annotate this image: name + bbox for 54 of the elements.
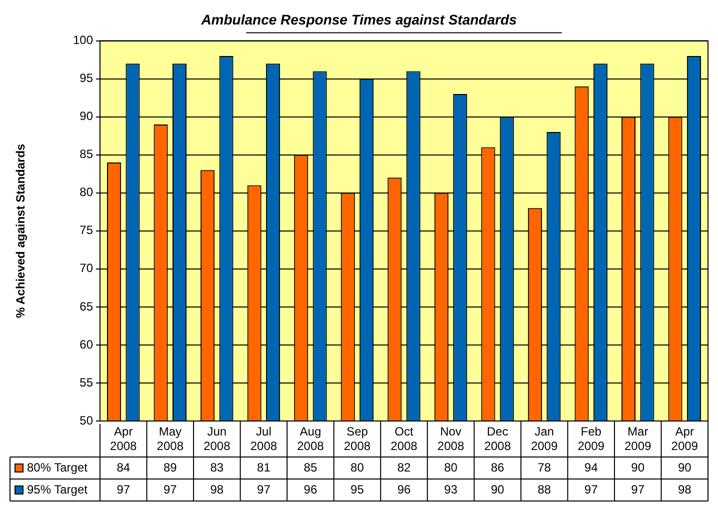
x-tick-label: Sep 2008 bbox=[344, 424, 371, 453]
data-label: 97 bbox=[257, 482, 271, 496]
x-tick-label: Apr 2008 bbox=[110, 424, 138, 453]
data-label: 89 bbox=[163, 460, 178, 474]
y-tick-label: 80 bbox=[80, 185, 94, 200]
y-axis-title: % Achieved against Standards bbox=[14, 143, 28, 318]
x-tick-label: Nov 2008 bbox=[437, 424, 464, 453]
data-label: 80 bbox=[350, 460, 364, 474]
data-label: 90 bbox=[490, 482, 505, 496]
x-tick-label: Jun 2008 bbox=[204, 424, 231, 453]
y-tick-label: 60 bbox=[80, 337, 94, 352]
legend-label: 95% Target bbox=[27, 482, 88, 496]
x-tick-label: Aug 2008 bbox=[297, 424, 324, 453]
x-tick-label: Jan 2009 bbox=[530, 424, 558, 453]
data-label: 97 bbox=[631, 482, 645, 496]
data-label: 86 bbox=[490, 460, 505, 474]
y-tick-label: 95 bbox=[80, 71, 94, 86]
data-label: 98 bbox=[678, 482, 692, 496]
data-label: 93 bbox=[444, 482, 458, 496]
data-label: 78 bbox=[538, 460, 552, 474]
data-label: 97 bbox=[116, 482, 130, 496]
data-label: 85 bbox=[304, 460, 318, 474]
x-tick-label: Mar 2009 bbox=[624, 424, 652, 453]
data-label: 94 bbox=[584, 460, 598, 474]
data-label: 96 bbox=[304, 482, 318, 496]
legend-label: 80% Target bbox=[27, 460, 88, 474]
data-label: 90 bbox=[631, 460, 645, 474]
x-tick-label: Oct 2008 bbox=[390, 424, 418, 453]
y-tick-label: 50 bbox=[80, 413, 94, 428]
data-label: 95 bbox=[350, 482, 364, 496]
chart-title: Ambulance Response Times against Standards bbox=[200, 11, 518, 28]
y-tick-label: 65 bbox=[80, 299, 94, 314]
y-tick-label: 90 bbox=[80, 109, 94, 124]
y-tick-label: 75 bbox=[80, 223, 94, 238]
x-tick-label: Feb 2009 bbox=[578, 424, 605, 453]
data-label: 97 bbox=[584, 482, 598, 496]
y-tick-label: 100 bbox=[72, 33, 94, 48]
data-label: 83 bbox=[210, 460, 224, 474]
y-tick-label: 55 bbox=[80, 375, 94, 390]
data-label: 98 bbox=[210, 482, 224, 496]
data-label: 96 bbox=[397, 482, 411, 496]
data-label: 82 bbox=[397, 460, 411, 474]
x-tick-label: Dec 2008 bbox=[484, 424, 512, 453]
x-tick-label: Jul 2008 bbox=[250, 424, 278, 453]
data-label: 84 bbox=[116, 460, 130, 474]
data-label: 97 bbox=[163, 482, 178, 496]
y-tick-label: 70 bbox=[80, 261, 94, 276]
x-tick-label: May 2008 bbox=[156, 424, 184, 453]
y-tick-label: 85 bbox=[80, 147, 94, 162]
data-label: 81 bbox=[257, 460, 271, 474]
data-label: 90 bbox=[678, 460, 692, 474]
data-label: 80 bbox=[444, 460, 458, 474]
data-label: 88 bbox=[538, 482, 552, 496]
x-tick-label: Apr 2009 bbox=[671, 424, 698, 453]
